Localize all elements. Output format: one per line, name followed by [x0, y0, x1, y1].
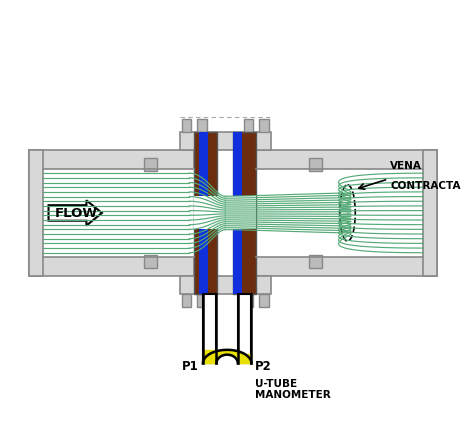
Bar: [256, 169, 423, 257]
Bar: [199, 229, 208, 294]
Bar: [194, 196, 256, 229]
Bar: [309, 158, 322, 171]
Bar: [309, 255, 322, 268]
Bar: [259, 119, 269, 132]
Bar: [144, 158, 157, 171]
Bar: [43, 169, 194, 257]
Bar: [182, 119, 191, 132]
Bar: [238, 294, 251, 363]
Bar: [244, 119, 254, 132]
Polygon shape: [203, 350, 251, 363]
Bar: [259, 294, 269, 307]
Bar: [423, 150, 437, 276]
Bar: [29, 150, 194, 276]
Bar: [244, 294, 254, 307]
Bar: [197, 119, 207, 132]
Bar: [233, 132, 256, 294]
Bar: [199, 132, 208, 196]
Bar: [203, 294, 217, 363]
Bar: [197, 294, 207, 307]
Text: CONTRACTA: CONTRACTA: [390, 181, 461, 191]
Text: U-TUBE: U-TUBE: [255, 379, 297, 389]
Bar: [233, 132, 242, 196]
Bar: [194, 132, 218, 294]
FancyArrow shape: [48, 201, 102, 225]
Text: P1: P1: [182, 360, 199, 373]
Text: MANOMETER: MANOMETER: [255, 390, 331, 400]
Bar: [144, 255, 157, 268]
Text: P2: P2: [255, 360, 272, 373]
Bar: [180, 132, 271, 150]
Text: VENA: VENA: [390, 161, 422, 171]
Text: FLOW: FLOW: [55, 207, 97, 220]
Bar: [182, 294, 191, 307]
Bar: [180, 276, 271, 294]
Bar: [29, 150, 43, 276]
Bar: [256, 150, 437, 276]
Bar: [233, 229, 242, 294]
